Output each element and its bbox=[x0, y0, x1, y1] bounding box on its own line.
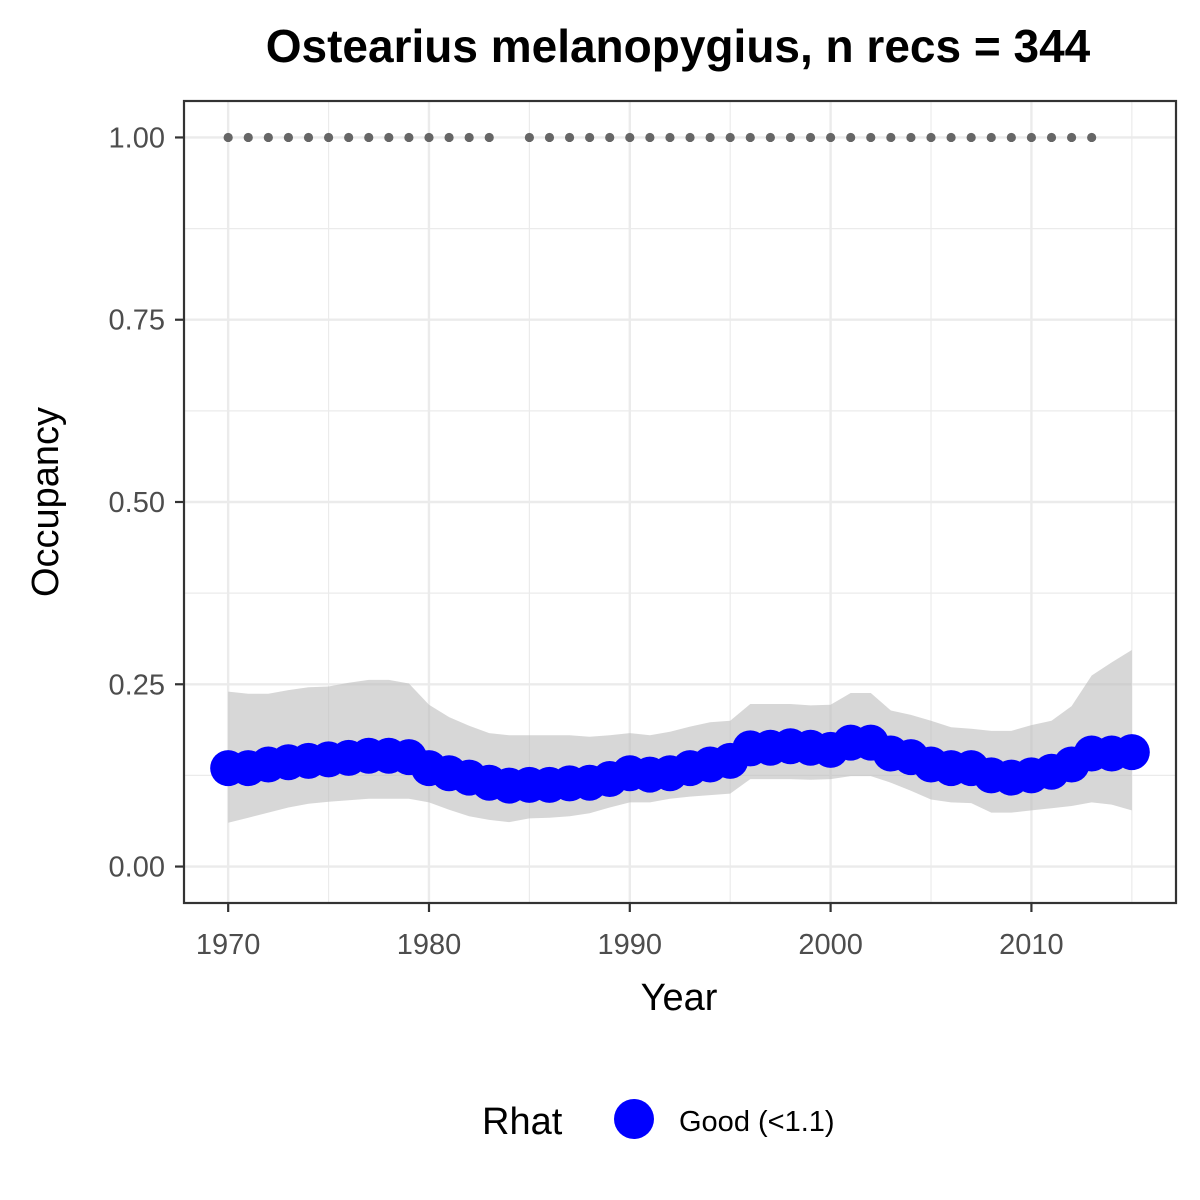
occupancy-point bbox=[1113, 734, 1150, 771]
record-point bbox=[805, 132, 816, 143]
record-point bbox=[364, 132, 374, 143]
record-point bbox=[645, 132, 655, 143]
record-point bbox=[1066, 132, 1077, 143]
record-point bbox=[605, 132, 615, 143]
record-point bbox=[765, 132, 775, 143]
record-point bbox=[886, 132, 896, 143]
record-point bbox=[263, 132, 273, 143]
record-point bbox=[544, 132, 555, 143]
record-point bbox=[986, 132, 996, 143]
x-tick-label: 2010 bbox=[999, 929, 1064, 961]
y-tick-label: 0.00 bbox=[109, 852, 165, 884]
record-point bbox=[926, 132, 936, 143]
record-point bbox=[846, 132, 856, 143]
record-point bbox=[384, 132, 394, 143]
y-tick-label: 1.00 bbox=[109, 122, 165, 154]
record-point bbox=[323, 132, 334, 143]
record-point bbox=[1046, 132, 1057, 143]
x-tick-label: 2000 bbox=[798, 929, 863, 961]
y-tick-label: 0.50 bbox=[109, 487, 165, 519]
record-point bbox=[564, 132, 575, 143]
y-axis-title: Occupancy bbox=[25, 407, 67, 597]
legend-label-good: Good (<1.1) bbox=[679, 1106, 835, 1138]
record-point bbox=[725, 132, 735, 143]
record-point bbox=[826, 132, 836, 143]
record-point bbox=[1006, 132, 1016, 143]
record-point bbox=[344, 132, 354, 143]
legend-title: Rhat bbox=[482, 1101, 563, 1143]
record-point bbox=[303, 132, 314, 143]
record-point bbox=[685, 132, 695, 143]
record-point bbox=[665, 132, 675, 143]
record-point bbox=[966, 132, 976, 143]
record-point bbox=[1026, 132, 1037, 143]
record-point bbox=[785, 132, 796, 143]
y-tick-label: 0.75 bbox=[109, 305, 165, 337]
legend: Rhat Good (<1.1) bbox=[482, 1099, 835, 1143]
record-point bbox=[424, 132, 434, 143]
x-tick-label: 1970 bbox=[196, 929, 261, 961]
record-point bbox=[283, 132, 294, 143]
record-point bbox=[866, 132, 876, 143]
record-point bbox=[946, 132, 956, 143]
record-point bbox=[906, 132, 916, 143]
legend-key-good bbox=[614, 1099, 654, 1139]
record-point bbox=[585, 132, 595, 143]
x-axis-title: Year bbox=[641, 977, 718, 1019]
record-point bbox=[705, 132, 715, 143]
record-point bbox=[223, 132, 233, 143]
record-point bbox=[484, 132, 494, 143]
x-tick-label: 1990 bbox=[598, 929, 663, 961]
record-point bbox=[243, 132, 253, 143]
record-point bbox=[625, 132, 635, 143]
record-point bbox=[464, 132, 474, 143]
record-point bbox=[1087, 132, 1097, 143]
record-point bbox=[444, 132, 454, 143]
x-tick-label: 1980 bbox=[397, 929, 462, 961]
record-point bbox=[524, 132, 534, 143]
y-tick-label: 0.25 bbox=[109, 669, 165, 701]
record-point bbox=[745, 132, 755, 143]
chart-title: Ostearius melanopygius, n recs = 344 bbox=[266, 20, 1091, 72]
plot-panel: 1970 1980 1990 2000 2010 0.00 0.25 0.50 0.75 1.00 bbox=[109, 99, 1178, 961]
record-point bbox=[404, 132, 414, 143]
